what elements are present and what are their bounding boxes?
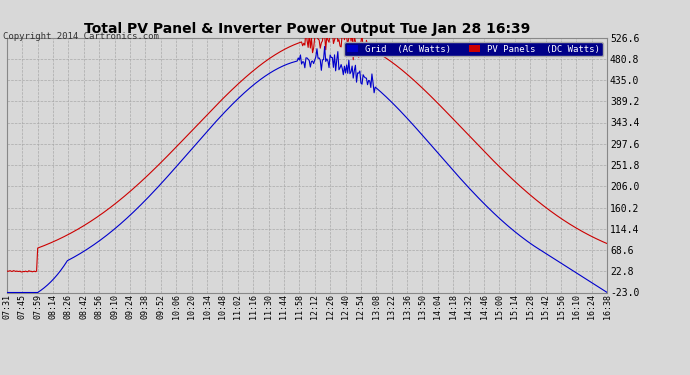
Legend: Grid  (AC Watts), PV Panels  (DC Watts): Grid (AC Watts), PV Panels (DC Watts) bbox=[344, 42, 602, 56]
Title: Total PV Panel & Inverter Power Output Tue Jan 28 16:39: Total PV Panel & Inverter Power Output T… bbox=[84, 22, 530, 36]
Text: Copyright 2014 Cartronics.com: Copyright 2014 Cartronics.com bbox=[3, 32, 159, 41]
